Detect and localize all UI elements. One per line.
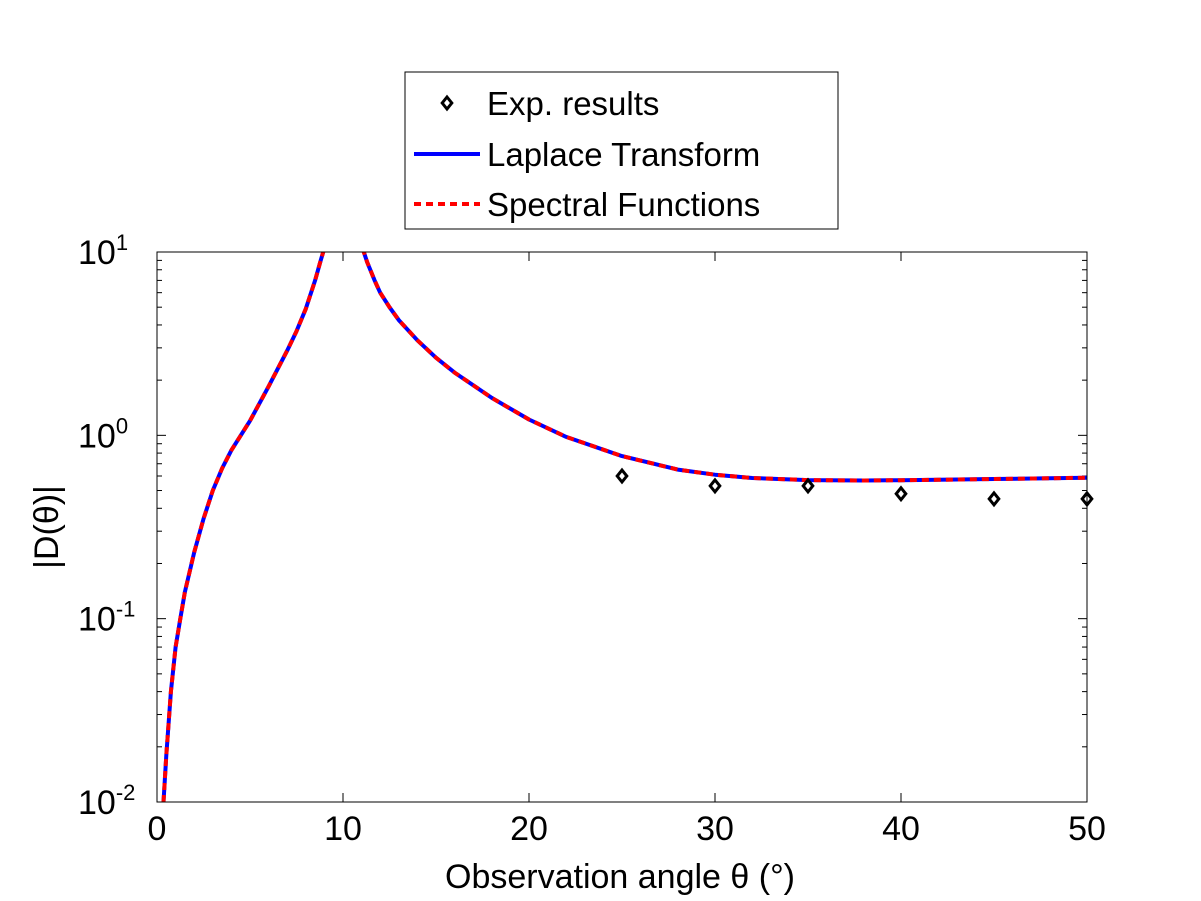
x-tick-label: 30 [696,810,734,848]
exp-results-point [708,477,722,495]
legend-laplace-transform-label: Laplace Transform [487,136,760,173]
plot-area [157,252,1087,802]
plot-frame [156,251,1088,803]
legend-exp-results-symbol [440,94,454,112]
tick-labels: 0 10 20 30 40 50 10-2 10-1 100 101 [78,230,1106,848]
exp-results-point [987,490,1001,508]
x-tick-label: 40 [882,810,920,848]
spectral-functions-line [161,252,326,802]
exp-results-point [801,477,815,495]
legend-exp-results-label: Exp. results [487,85,659,122]
y-tick-label: 10-2 [78,780,135,822]
series-layer [161,252,1087,802]
y-tick-label: 10-1 [78,597,135,639]
exp-results-point [615,467,629,485]
x-tick-label: 10 [324,810,362,848]
legend: Exp. results Laplace Transform Spectral Fu… [404,71,839,230]
x-tick-label: 20 [510,810,548,848]
x-tick-label: 50 [1068,810,1106,848]
y-axis-title: |D(θ)| [28,485,66,569]
y-tick-label: 101 [78,230,128,272]
x-axis-title: Observation angle θ (°) [445,858,795,896]
legend-items: Exp. results Laplace Transform Spectral Fu… [414,85,760,223]
x-tick-label: 0 [148,810,167,848]
spectral-functions-line [361,252,1087,483]
exp-results-point [894,485,908,503]
legend-spectral-functions-label: Spectral Functions [487,186,760,223]
y-tick-label: 100 [78,413,128,455]
